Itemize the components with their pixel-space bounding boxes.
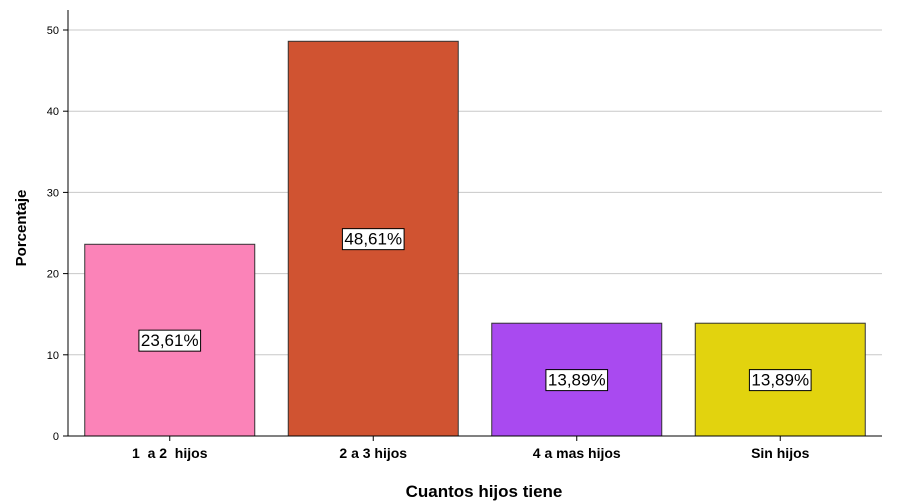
x-axis-title: Cuantos hijos tiene bbox=[406, 482, 563, 501]
x-tick-label: 2 a 3 hijos bbox=[339, 445, 407, 461]
data-label: 48,61% bbox=[344, 230, 402, 249]
data-label-box bbox=[341, 228, 405, 251]
y-tick-label: 0 bbox=[53, 431, 59, 443]
y-tick-label: 20 bbox=[47, 269, 59, 281]
y-tick-label: 30 bbox=[47, 187, 59, 199]
data-label: 13,89% bbox=[751, 371, 809, 390]
data-label: 13,89% bbox=[548, 371, 606, 390]
bars bbox=[84, 40, 866, 437]
y-tick-label: 40 bbox=[47, 106, 59, 118]
data-label-box bbox=[138, 329, 202, 352]
data-label-group: 48,61% bbox=[341, 228, 405, 251]
data-labels: 23,61% 48,61% 13,89% 13,89% bbox=[138, 228, 812, 392]
data-label-group: 23,61% bbox=[138, 329, 202, 352]
data-label-group: 13,89% bbox=[748, 369, 812, 392]
data-label-group: 13,89% bbox=[545, 369, 609, 392]
data-label-box bbox=[545, 369, 609, 392]
y-tick-label: 10 bbox=[47, 350, 59, 362]
x-tick-label: 1 a 2 hijos bbox=[132, 445, 208, 461]
y-tick-label: 50 bbox=[47, 25, 59, 37]
axes: 0 10 20 30 40 50 1 a 2 hijos 2 a 3 hijos 4 a mas… bbox=[47, 10, 882, 461]
data-label-box bbox=[748, 369, 812, 392]
y-axis-title: Porcentaje bbox=[13, 190, 30, 267]
x-tick-label: 4 a mas hijos bbox=[533, 445, 621, 461]
data-label: 23,61% bbox=[141, 331, 199, 350]
x-tick-label: Sin hijos bbox=[751, 445, 810, 461]
